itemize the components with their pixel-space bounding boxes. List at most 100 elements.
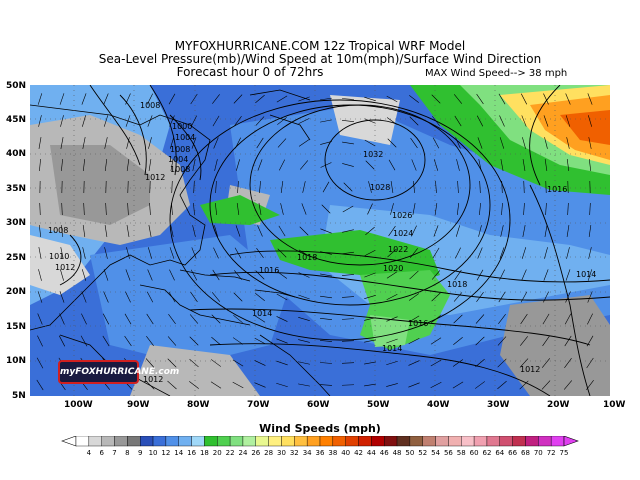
wind-vector	[364, 249, 376, 257]
wind-vector	[38, 137, 42, 149]
wind-vector	[83, 202, 85, 216]
wind-vector	[39, 158, 41, 172]
colorbar-label: 62	[482, 449, 491, 456]
wind-vector	[565, 291, 571, 303]
colorbar-swatch	[229, 436, 244, 447]
isobar-label: 1012	[143, 375, 164, 384]
wind-vector	[190, 291, 198, 303]
isobar-label: 1018	[297, 253, 318, 262]
wind-vector	[320, 251, 332, 255]
wind-vector	[280, 203, 284, 215]
lat-label: 45N	[6, 115, 27, 125]
wind-vector	[522, 225, 526, 237]
wind-vector	[276, 316, 288, 322]
wind-vector	[59, 93, 65, 105]
wind-vector	[413, 181, 415, 193]
wind-vector	[476, 93, 484, 105]
wind-vector	[235, 225, 241, 237]
colorbar-label: 6	[99, 449, 104, 456]
wind-vector	[236, 203, 240, 215]
max-wind-label: MAX Wind Speed--> 38 mph	[425, 68, 568, 79]
colorbar-swatch	[294, 436, 308, 447]
wind-vector	[81, 291, 87, 303]
colorbar-swatch	[409, 436, 423, 447]
colorbar-swatch	[255, 436, 269, 447]
wind-vector	[453, 292, 463, 302]
colorbar-label: 52	[418, 449, 427, 456]
wind-vector	[364, 361, 376, 365]
wind-vector	[299, 160, 309, 170]
wind-vector	[341, 340, 355, 342]
colorbar-swatch	[371, 436, 385, 447]
wind-vector	[501, 180, 503, 194]
wind-vector	[38, 269, 42, 281]
wind-vector	[210, 381, 222, 389]
wind-vector	[523, 180, 525, 194]
wind-vector	[168, 93, 176, 105]
isobar-label: 1008	[170, 165, 191, 174]
wind-vector	[499, 269, 505, 281]
wind-vector	[168, 291, 176, 303]
isobar-label: 1024	[393, 229, 414, 238]
wind-vector	[479, 180, 481, 194]
colorbar-swatch	[101, 436, 115, 447]
wind-vector	[104, 225, 108, 237]
wind-vector	[342, 229, 354, 233]
wind-vector	[211, 314, 221, 324]
wind-vector	[388, 159, 396, 171]
wind-vector	[386, 316, 398, 322]
colorbar-label: 4	[87, 449, 92, 456]
wind-vector	[364, 295, 376, 299]
colorbar-swatch	[319, 436, 334, 447]
wind-vector	[431, 292, 441, 302]
wind-vector	[148, 137, 152, 149]
wind-vector	[364, 139, 376, 147]
colorbar-label: 46	[380, 449, 389, 456]
wind-vector	[37, 335, 43, 347]
wind-vector	[430, 359, 442, 367]
wind-vector	[147, 269, 153, 281]
wind-vector	[280, 181, 284, 193]
wind-vector	[563, 380, 573, 390]
wind-vector	[232, 381, 244, 389]
wind-vector	[387, 138, 397, 148]
isobar-label: 1014	[382, 344, 403, 353]
wind-vector	[82, 115, 86, 127]
colorbar-label: 20	[213, 449, 222, 456]
wind-vector	[104, 159, 108, 171]
wind-vector	[37, 313, 43, 325]
wind-vector	[298, 96, 310, 102]
wind-vector	[319, 362, 333, 364]
wind-vector	[498, 93, 506, 105]
wind-vector	[83, 159, 85, 171]
colorbar-label: 34	[303, 449, 312, 456]
wind-vector	[235, 137, 241, 149]
wind-vector	[519, 380, 529, 390]
wind-vector	[364, 96, 376, 102]
colorbar-swatch	[204, 436, 218, 447]
colorbar-label: 14	[174, 449, 183, 456]
isobar-label: 1014	[576, 270, 597, 279]
lat-label: 10N	[6, 356, 27, 366]
wind-vector	[430, 337, 442, 345]
wind-vector	[298, 361, 310, 365]
wind-vector	[320, 295, 332, 299]
wind-vector	[342, 141, 354, 145]
wind-vector	[81, 93, 87, 105]
wind-vector	[322, 181, 330, 193]
wind-vector	[320, 97, 332, 101]
isobar-label: 1012	[55, 263, 76, 272]
wind-vector	[500, 225, 504, 237]
wind-vector	[167, 358, 177, 368]
wind-vector	[277, 138, 287, 148]
wind-vector	[565, 115, 571, 127]
wind-vector	[171, 180, 173, 194]
colorbar-swatch	[88, 436, 102, 447]
wind-vector	[236, 159, 240, 171]
wind-vector	[364, 339, 376, 343]
wind-vector	[453, 336, 463, 346]
isobar-label: 1012	[145, 173, 166, 182]
wind-vector	[301, 203, 307, 215]
lat-label: 50N	[6, 81, 27, 91]
wind-vector	[544, 247, 548, 259]
